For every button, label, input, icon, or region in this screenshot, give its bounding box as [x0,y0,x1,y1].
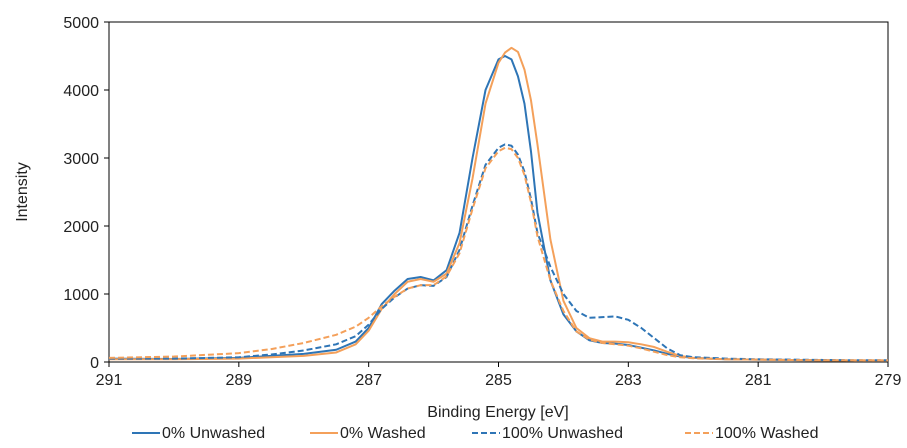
x-tick-label: 285 [485,372,512,389]
x-tick-label: 279 [875,372,902,389]
x-tick-label: 289 [225,372,252,389]
y-axis: 0 1000 2000 3000 4000 5000 [63,15,109,372]
y-tick-label: 1000 [63,287,99,304]
legend-label: 100% Washed [715,425,818,442]
x-tick-label: 287 [355,372,382,389]
x-axis: 291 289 287 285 283 281 279 [96,362,902,389]
y-tick-label: 0 [90,355,99,372]
legend-label: 0% Unwashed [162,425,265,442]
series-line-100-washed [108,146,888,362]
series-line-100-unwashed [109,143,888,362]
x-axis-title: Binding Energy [eV] [427,404,568,421]
plot-background [108,21,889,363]
legend: 0% Unwashed 0% Washed 100% Unwashed 100% Wa… [132,425,818,442]
legend-label: 100% Unwashed [502,425,623,442]
y-tick-label: 2000 [63,219,99,236]
x-tick-label: 291 [96,372,123,389]
legend-label: 0% Washed [340,425,426,442]
plot-area [108,21,889,363]
y-axis-title: Intensity [14,162,31,222]
x-tick-label: 283 [615,372,642,389]
y-tick-label: 3000 [63,151,99,168]
series-layer [108,46,888,362]
y-tick-label: 5000 [63,15,99,32]
x-tick-label: 281 [745,372,772,389]
y-tick-label: 4000 [63,83,99,100]
